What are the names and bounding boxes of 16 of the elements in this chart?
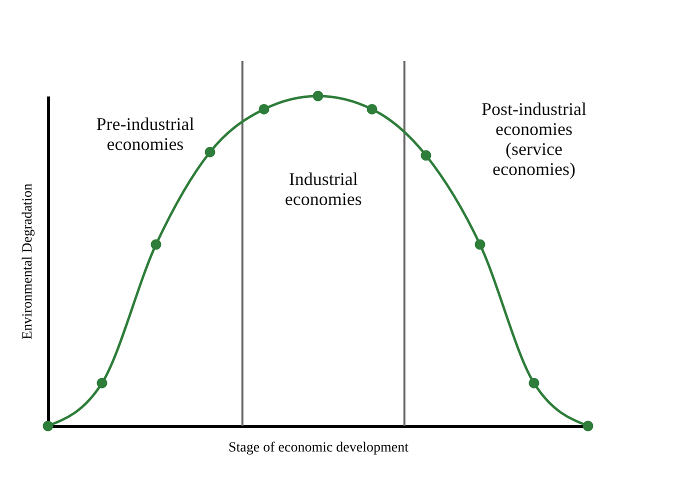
y-axis-title: Environmental Degradation bbox=[20, 184, 36, 340]
point bbox=[312, 90, 324, 102]
x-axis-title: Stage of economic development bbox=[228, 440, 409, 456]
annotation: Post-industrial economies (service economies) bbox=[481, 99, 587, 179]
point bbox=[42, 420, 54, 432]
point bbox=[258, 104, 270, 114]
point bbox=[366, 104, 378, 114]
point bbox=[420, 150, 432, 161]
point bbox=[528, 378, 540, 388]
point bbox=[150, 239, 162, 250]
point bbox=[204, 146, 216, 158]
annotation: Industrial economies bbox=[284, 169, 362, 209]
annotation: Pre-industrial economies bbox=[96, 114, 194, 154]
point bbox=[96, 378, 108, 388]
point bbox=[474, 239, 486, 250]
point bbox=[582, 420, 594, 432]
